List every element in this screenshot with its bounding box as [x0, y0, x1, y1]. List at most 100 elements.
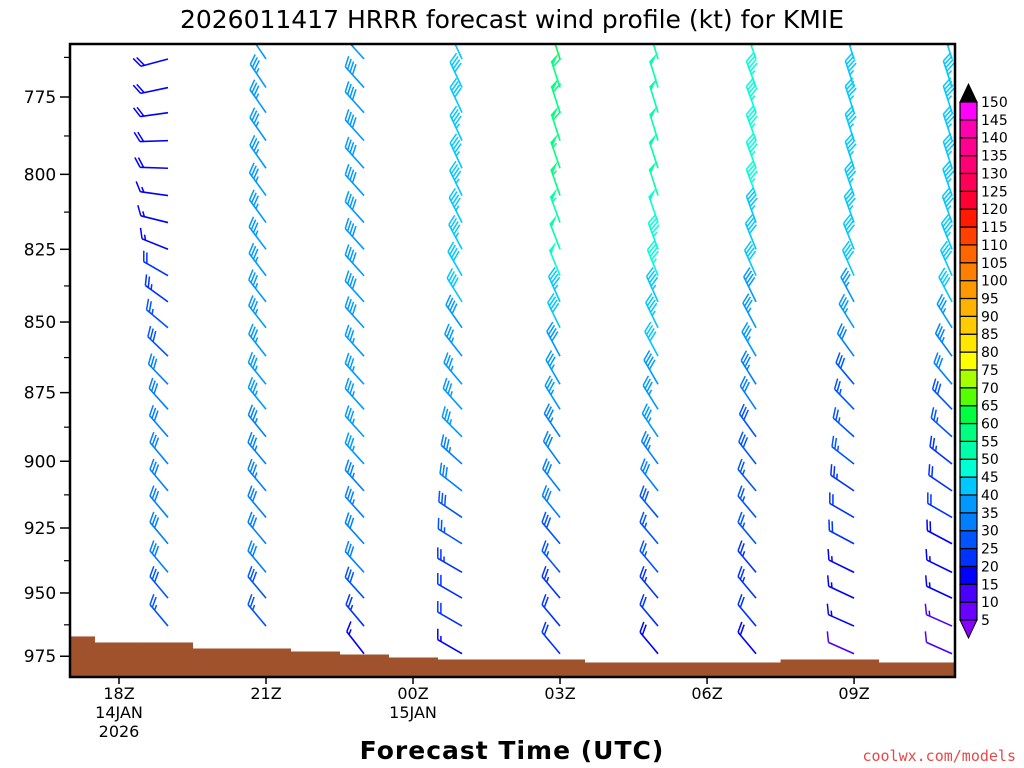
- wind-barb: [547, 266, 561, 303]
- barb-staff: [247, 576, 267, 599]
- wind-barb: [344, 296, 365, 329]
- barb-feather: [545, 406, 552, 417]
- wind-barb: [737, 621, 757, 655]
- barb-feather: [542, 458, 548, 470]
- barb-feather: [446, 326, 452, 338]
- barb-feather: [846, 194, 855, 204]
- barb-feather: [349, 517, 355, 529]
- wind-barb: [344, 81, 365, 114]
- colorbar-under-triangle: [959, 619, 978, 640]
- barb-feather: [748, 194, 757, 204]
- barb-feather: [448, 271, 455, 282]
- barb-staff: [929, 446, 953, 465]
- barb-half-feather: [647, 444, 651, 451]
- wind-barb: [247, 594, 267, 627]
- wind-barb: [437, 628, 463, 655]
- barb-feather: [349, 249, 355, 261]
- barb-feather: [641, 514, 647, 526]
- barb-pennant: [551, 77, 559, 91]
- barb-half-feather: [351, 418, 355, 425]
- barb-feather: [344, 459, 350, 471]
- barb-half-feather: [550, 389, 555, 396]
- wind-barb: [840, 267, 855, 303]
- barb-feather: [450, 247, 458, 259]
- barb-staff: [149, 604, 169, 627]
- wind-barb: [545, 350, 561, 385]
- barb-feather: [147, 276, 151, 288]
- barb-half-feather: [928, 610, 931, 617]
- barb-staff: [443, 362, 463, 385]
- wind-barb: [639, 540, 659, 573]
- barb-feather: [152, 358, 158, 370]
- barb-staff: [550, 113, 561, 141]
- barb-feather: [346, 166, 352, 178]
- barb-feather: [346, 139, 352, 151]
- barb-feather: [148, 404, 154, 416]
- barb-feather: [447, 383, 453, 395]
- wind-barb: [550, 160, 561, 196]
- barb-feather: [743, 325, 751, 336]
- barb-feather: [944, 194, 953, 204]
- barb-staff: [542, 468, 561, 492]
- barb-feather: [547, 293, 555, 304]
- barb-feather: [247, 431, 253, 443]
- wind-barb: [247, 351, 267, 385]
- barb-feather: [252, 382, 258, 394]
- barb-feather: [149, 566, 155, 577]
- barb-feather: [743, 381, 750, 393]
- barb-feather: [739, 488, 745, 500]
- barb-staff: [926, 585, 953, 599]
- barb-feather: [932, 437, 936, 450]
- barb-feather: [641, 488, 647, 500]
- barb-feather: [147, 325, 152, 337]
- wind-barb: [942, 77, 955, 113]
- barb-feather: [639, 566, 645, 577]
- barb-feather: [249, 107, 256, 118]
- wind-barb: [946, 44, 953, 60]
- wind-barb: [144, 274, 169, 303]
- wind-barb: [826, 603, 855, 627]
- barb-feather: [249, 134, 256, 146]
- barb-staff: [344, 334, 365, 357]
- barb-feather: [942, 247, 951, 258]
- colorbar-label: 40: [981, 488, 999, 504]
- barb-feather: [344, 191, 350, 203]
- barb-half-feather: [455, 150, 461, 157]
- barb-feather: [346, 246, 352, 258]
- x-tick-label: 14JAN: [95, 703, 143, 722]
- barb-feather: [643, 490, 650, 502]
- barb-feather: [737, 566, 743, 577]
- barb-feather: [746, 247, 755, 258]
- barb-feather: [942, 52, 952, 62]
- barb-half-feather: [651, 310, 656, 316]
- barb-staff: [832, 417, 855, 438]
- barb-feather: [344, 324, 350, 336]
- wind-barb: [344, 270, 365, 303]
- barb-feather: [344, 540, 350, 552]
- barb-staff: [544, 385, 561, 410]
- wind-barbs-layer: [132, 44, 955, 655]
- barb-feather: [649, 247, 658, 257]
- wind-barb: [344, 244, 365, 277]
- barb-feather: [346, 488, 352, 500]
- barb-column-07Z: [737, 44, 758, 655]
- barb-half-feather: [455, 123, 461, 129]
- barb-feather: [548, 296, 557, 307]
- barb-staff: [346, 631, 365, 655]
- chart-title: 2026011417 HRRR forecast wind profile (k…: [180, 5, 844, 34]
- barb-feather: [134, 157, 141, 168]
- barb-feather: [643, 406, 650, 417]
- barb-staff: [143, 261, 169, 277]
- barb-staff: [140, 86, 169, 95]
- barb-feather: [248, 295, 254, 306]
- y-tick-label: 875: [24, 384, 56, 404]
- colorbar-bin: [959, 137, 978, 157]
- barb-staff: [737, 495, 757, 518]
- barb-staff: [344, 91, 365, 114]
- terrain-bar: [437, 659, 488, 677]
- barb-feather: [541, 566, 547, 577]
- barb-feather: [452, 84, 461, 95]
- credit-link[interactable]: coolwx.com/models: [862, 747, 1016, 765]
- barb-staff: [437, 528, 463, 545]
- barb-feather: [940, 214, 949, 224]
